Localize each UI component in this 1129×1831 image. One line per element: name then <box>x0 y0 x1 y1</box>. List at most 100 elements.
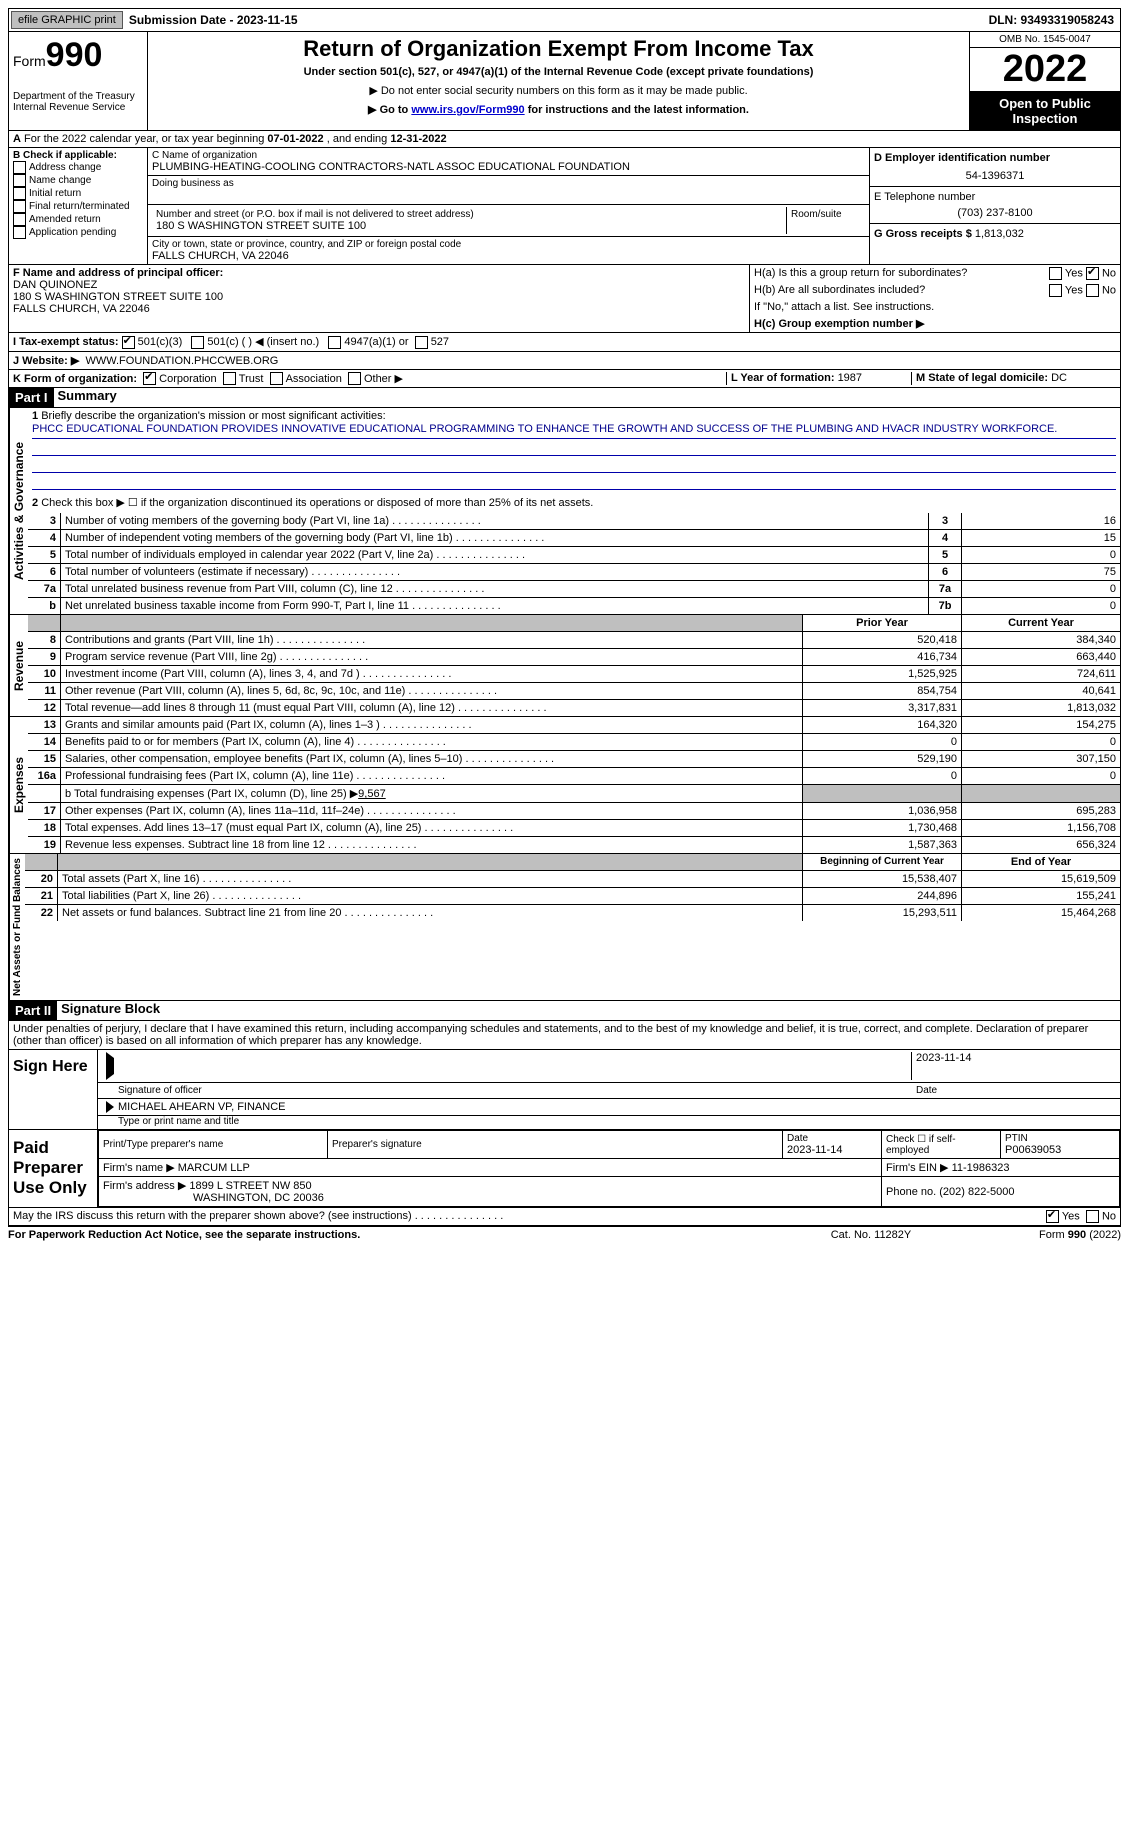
prep-date-value: 2023-11-14 <box>787 1144 877 1156</box>
end-value: 15,464,268 <box>962 905 1121 922</box>
table-row: 9 Program service revenue (Part VIII, li… <box>28 649 1120 666</box>
line-label: Investment income (Part VIII, column (A)… <box>61 666 803 683</box>
line-label: Grants and similar amounts paid (Part IX… <box>61 717 803 734</box>
table-row: 5 Total number of individuals employed i… <box>28 547 1120 564</box>
line-num: 20 <box>25 871 58 888</box>
begin-value: 244,896 <box>803 888 962 905</box>
sig-line-2: MICHAEL AHEARN VP, FINANCE <box>98 1099 1120 1116</box>
begin-year-header: Beginning of Current Year <box>803 854 962 871</box>
chk-trust[interactable] <box>223 372 236 385</box>
chk-yes[interactable] <box>1049 267 1062 280</box>
h-c-row: H(c) Group exemption number ▶ <box>750 315 1120 332</box>
current-value: 656,324 <box>962 837 1121 854</box>
current-value: 40,641 <box>962 683 1121 700</box>
chk-501c3[interactable] <box>122 336 135 349</box>
efile-print-button[interactable]: efile GRAPHIC print <box>11 11 123 29</box>
prior-value: 854,754 <box>803 683 962 700</box>
chk-4947[interactable] <box>328 336 341 349</box>
chk-no[interactable] <box>1086 284 1099 297</box>
part2-badge: Part II <box>9 1001 57 1020</box>
col-h-group: H(a) Is this a group return for subordin… <box>750 265 1120 332</box>
row-a-letter: A <box>13 133 21 145</box>
line-label: Total number of individuals employed in … <box>61 547 929 564</box>
chk-initial-return[interactable]: Initial return <box>13 187 143 200</box>
opt-assoc: Association <box>286 373 342 385</box>
prep-sig-cell: Preparer's signature <box>328 1131 783 1159</box>
tab-expenses: Expenses <box>9 717 28 853</box>
chk-corporation[interactable] <box>143 372 156 385</box>
current-year-header: Current Year <box>962 615 1121 632</box>
ein-label: D Employer identification number <box>874 152 1116 164</box>
subtitle-3: ▶ Go to www.irs.gov/Form990 for instruct… <box>152 103 965 116</box>
chk-no[interactable] <box>1086 267 1099 280</box>
section-net-assets: Net Assets or Fund Balances Beginning of… <box>8 854 1121 1001</box>
begin-value: 15,538,407 <box>803 871 962 888</box>
line-num: 19 <box>28 837 61 854</box>
firm-label: Firm's name ▶ <box>103 1162 175 1174</box>
opt-trust: Trust <box>239 373 264 385</box>
chk-501c[interactable] <box>191 336 204 349</box>
end-year-header: End of Year <box>962 854 1121 871</box>
firm-phone-value: (202) 822-5000 <box>939 1186 1014 1198</box>
c-name-cell: C Name of organization PLUMBING-HEATING-… <box>148 148 869 176</box>
prep-table: Print/Type preparer's name Preparer's si… <box>98 1130 1120 1207</box>
h-a-label: H(a) Is this a group return for subordin… <box>754 267 1049 280</box>
chk-other[interactable] <box>348 372 361 385</box>
ag-body: 1 Briefly describe the organization's mi… <box>28 408 1120 614</box>
table-row: 19 Revenue less expenses. Subtract line … <box>28 837 1120 854</box>
chk-address-change[interactable]: Address change <box>13 161 143 174</box>
open-inspection: Open to Public Inspection <box>970 92 1120 130</box>
line-num: 3 <box>28 513 61 530</box>
chk-discuss-no[interactable] <box>1086 1210 1099 1223</box>
sign-right: 2023-11-14 Signature of officer Date MIC… <box>98 1050 1120 1129</box>
tax-year-begin: 07-01-2022 <box>267 133 323 145</box>
chk-final-return[interactable]: Final return/terminated <box>13 200 143 213</box>
city-value: FALLS CHURCH, VA 22046 <box>152 250 865 262</box>
current-value: 1,156,708 <box>962 820 1121 837</box>
firm-addr1: 1899 L STREET NW 850 <box>189 1180 311 1192</box>
omb-number: OMB No. 1545-0047 <box>970 32 1120 48</box>
chk-name-change[interactable]: Name change <box>13 174 143 187</box>
line-label: Total revenue—add lines 8 through 11 (mu… <box>61 700 803 717</box>
chk-association[interactable] <box>270 372 283 385</box>
c-name-label: C Name of organization <box>152 150 865 161</box>
table-net-assets: Beginning of Current Year End of Year20 … <box>25 854 1120 921</box>
section-expenses: Expenses 13 Grants and similar amounts p… <box>8 717 1121 854</box>
chk-application-pending[interactable]: Application pending <box>13 226 143 239</box>
street-box: Number and street (or P.O. box if mail i… <box>152 207 787 234</box>
table-header-row: Beginning of Current Year End of Year <box>25 854 1120 871</box>
sign-here-label: Sign Here <box>9 1050 98 1129</box>
street-value: 180 S WASHINGTON STREET SUITE 100 <box>156 220 782 232</box>
firm-value: MARCUM LLP <box>178 1162 250 1174</box>
table-row: 21 Total liabilities (Part X, line 26) 2… <box>25 888 1120 905</box>
chk-discuss-yes[interactable] <box>1046 1210 1059 1223</box>
chk-527[interactable] <box>415 336 428 349</box>
table-lines-3-7: 3 Number of voting members of the govern… <box>28 513 1120 614</box>
row-a-text-2: , and ending <box>327 133 391 145</box>
prior-value: 1,587,363 <box>803 837 962 854</box>
irs-label: Internal Revenue Service <box>13 102 143 113</box>
current-value: 695,283 <box>962 803 1121 820</box>
ein-value: 54-1396371 <box>874 170 1116 182</box>
line-num <box>28 785 61 803</box>
blank <box>28 615 61 632</box>
yes-label: Yes <box>1065 284 1083 296</box>
prep-name-label: Print/Type preparer's name <box>103 1139 323 1150</box>
sig-blank <box>118 1052 911 1080</box>
line-1-label: Briefly describe the organization's miss… <box>41 410 385 422</box>
h-b-row: H(b) Are all subordinates included? Yes … <box>750 282 1120 299</box>
firm-addr2: WASHINGTON, DC 20036 <box>193 1192 324 1204</box>
form990-link[interactable]: www.irs.gov/Form990 <box>411 104 524 116</box>
current-value: 0 <box>962 734 1121 751</box>
opt-other: Other ▶ <box>364 373 403 385</box>
part2-header-row: Part II Signature Block <box>8 1001 1121 1021</box>
line-num: 13 <box>28 717 61 734</box>
officer-addr2: FALLS CHURCH, VA 22046 <box>13 303 745 315</box>
line-box: 7b <box>929 598 962 615</box>
chk-amended[interactable]: Amended return <box>13 213 143 226</box>
chk-yes[interactable] <box>1049 284 1062 297</box>
part1-title: Summary <box>58 388 117 407</box>
mission-text: PHCC EDUCATIONAL FOUNDATION PROVIDES INN… <box>32 422 1116 439</box>
current-value: 0 <box>962 768 1121 785</box>
line-label: Benefits paid to or for members (Part IX… <box>61 734 803 751</box>
